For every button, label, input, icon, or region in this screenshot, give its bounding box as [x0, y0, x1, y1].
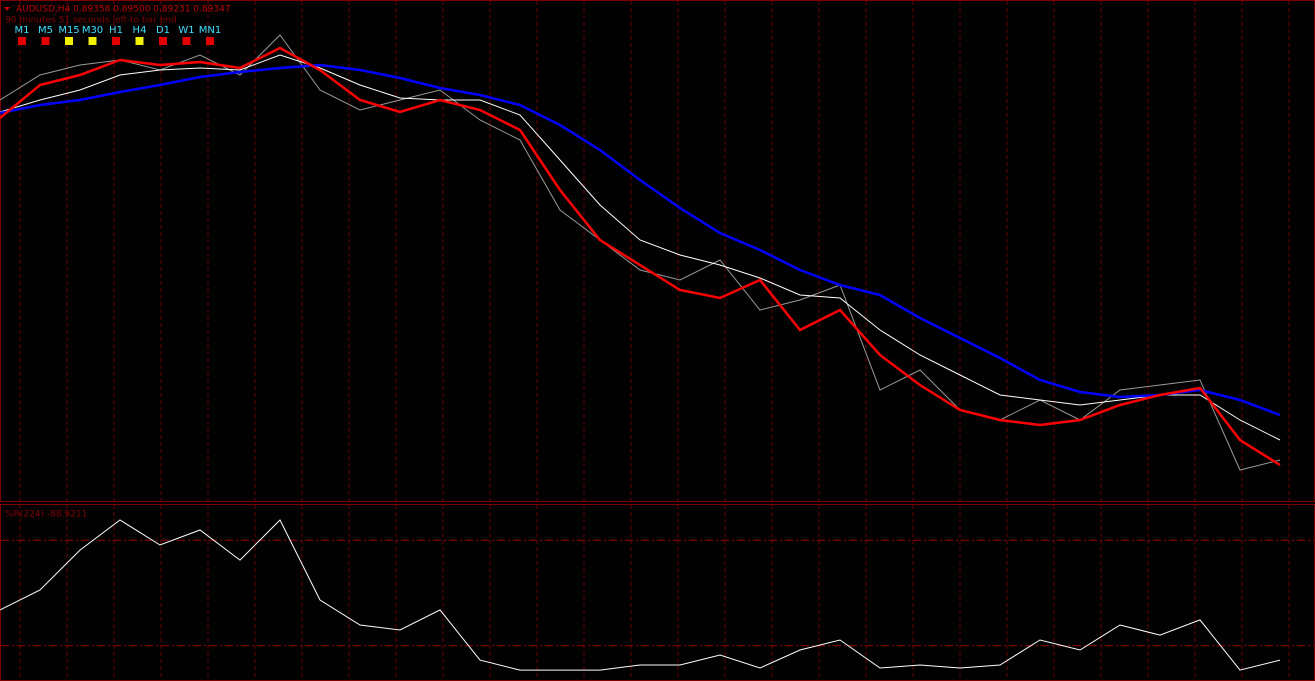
timeframe-status: [159, 37, 167, 45]
timeframe-label: MN1: [199, 25, 221, 36]
timeframe-label: H4: [133, 25, 147, 36]
series-line: [0, 519, 1281, 671]
timeframe-status: [65, 37, 73, 45]
series-line: [0, 46, 1281, 467]
timeframe-label: M5: [38, 25, 53, 36]
series-line: [0, 54, 1281, 441]
grid: [19, 1, 1290, 680]
timeframe-label: D1: [156, 25, 170, 36]
timeframe-status: [206, 37, 214, 45]
plot: [0, 34, 1314, 671]
series-line: [0, 34, 1281, 471]
timeframe-label: W1: [178, 25, 194, 36]
timeframe-status: [18, 37, 26, 45]
title-arrow: [4, 7, 10, 11]
timeframe-label: H1: [109, 25, 123, 36]
timeframe-status: [112, 37, 120, 45]
timeframe-status: [135, 37, 144, 45]
series-line: [0, 63, 1281, 417]
timeframe-status: [88, 37, 97, 45]
chart-title: AUDUSD,H4 0.89358 0.89500 0.89231 0.8934…: [16, 5, 231, 15]
timeframe-status: [182, 37, 191, 45]
timeframe-label: M1: [15, 25, 30, 36]
timeframe-label: M30: [82, 25, 103, 36]
timeframe-label: M15: [58, 25, 79, 36]
indicator-label: %R(224) -88.9211: [5, 510, 87, 520]
timer: 90 minutes 51 seconds left to bar end: [5, 16, 177, 26]
timeframe-status: [41, 37, 50, 45]
